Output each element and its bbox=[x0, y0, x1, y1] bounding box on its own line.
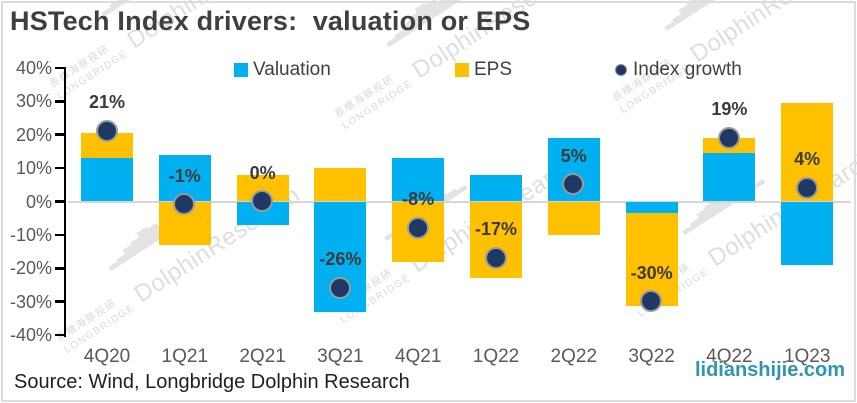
y-axis-label: 0% bbox=[25, 191, 52, 212]
eps-bar bbox=[547, 201, 600, 235]
x-axis-label: 2Q22 bbox=[550, 346, 598, 367]
x-axis-label: 2Q21 bbox=[239, 346, 286, 367]
y-axis-tick bbox=[55, 333, 66, 337]
valuation-bar bbox=[625, 201, 678, 213]
index-growth-dot bbox=[484, 246, 507, 269]
legend-label-valuation: Valuation bbox=[253, 59, 331, 80]
y-axis-tick bbox=[55, 133, 66, 136]
x-axis-label: 3Q22 bbox=[628, 346, 675, 367]
index-growth-dot bbox=[328, 276, 351, 299]
x-axis-label: 1Q22 bbox=[472, 346, 520, 367]
valuation-bar bbox=[703, 153, 756, 202]
chart-title: HSTech Index drivers: valuation or EPS bbox=[10, 6, 531, 36]
legend-item-index-growth: Index growth bbox=[615, 59, 742, 81]
x-axis-label: 4Q22 bbox=[706, 346, 753, 367]
x-axis-label: 1Q23 bbox=[783, 346, 831, 367]
y-axis-label: 40% bbox=[15, 57, 52, 78]
y-axis-tick bbox=[55, 267, 66, 270]
y-axis-label: -30% bbox=[9, 291, 52, 312]
eps-bar bbox=[314, 168, 367, 202]
index-growth-label: -8% bbox=[402, 189, 435, 210]
y-axis-label: -40% bbox=[9, 325, 52, 346]
index-growth-dot bbox=[173, 193, 196, 216]
index-growth-label: -1% bbox=[168, 165, 201, 186]
index-growth-dot bbox=[717, 126, 740, 149]
index-growth-label: 0% bbox=[249, 162, 276, 183]
y-axis-label: -10% bbox=[9, 224, 52, 245]
index-growth-dot bbox=[562, 173, 585, 196]
y-axis-tick bbox=[55, 300, 66, 303]
index-growth-dot-icon bbox=[615, 64, 627, 76]
valuation-bar bbox=[236, 201, 289, 225]
index-growth-dot bbox=[795, 176, 818, 199]
valuation-bar bbox=[392, 158, 445, 202]
index-growth-dot bbox=[251, 190, 274, 212]
valuation-swatch-icon bbox=[234, 63, 248, 77]
legend-item-eps: EPS bbox=[455, 59, 512, 81]
eps-swatch-icon bbox=[455, 63, 469, 77]
y-axis-label: 30% bbox=[15, 91, 52, 112]
x-axis-label: 1Q21 bbox=[161, 346, 209, 367]
y-axis-tick bbox=[55, 66, 66, 70]
legend-item-valuation: Valuation bbox=[234, 59, 331, 81]
index-growth-label: 4% bbox=[794, 149, 821, 170]
site-watermark: lidianshijie.com bbox=[694, 359, 845, 381]
valuation-bar bbox=[470, 174, 522, 202]
index-growth-label: -30% bbox=[630, 262, 673, 283]
index-growth-dot bbox=[406, 216, 429, 239]
y-axis-tick bbox=[55, 100, 66, 103]
valuation-bar bbox=[81, 158, 133, 202]
x-axis-label: 3Q21 bbox=[317, 346, 364, 367]
index-growth-dot bbox=[95, 119, 118, 142]
index-growth-label: 5% bbox=[560, 145, 587, 166]
legend-label-index-growth: Index growth bbox=[633, 59, 742, 80]
index-growth-label: 19% bbox=[711, 99, 748, 120]
zero-gridline bbox=[68, 200, 851, 203]
source-note: Source: Wind, Longbridge Dolphin Researc… bbox=[14, 371, 410, 393]
x-axis-label: 4Q21 bbox=[394, 346, 442, 367]
y-axis-label: 10% bbox=[15, 158, 52, 179]
y-axis-label: 20% bbox=[15, 124, 52, 145]
y-axis-tick bbox=[55, 166, 66, 170]
y-axis-label: -20% bbox=[9, 258, 52, 279]
index-growth-dot bbox=[640, 290, 663, 313]
index-growth-label: 21% bbox=[88, 92, 126, 113]
y-axis-tick bbox=[55, 233, 66, 237]
valuation-bar bbox=[781, 201, 834, 265]
x-axis-label: 4Q20 bbox=[83, 346, 131, 367]
index-growth-label: -17% bbox=[474, 219, 518, 240]
y-axis-tick bbox=[55, 200, 66, 203]
legend-label-eps: EPS bbox=[474, 59, 513, 80]
index-growth-label: -26% bbox=[319, 249, 362, 270]
